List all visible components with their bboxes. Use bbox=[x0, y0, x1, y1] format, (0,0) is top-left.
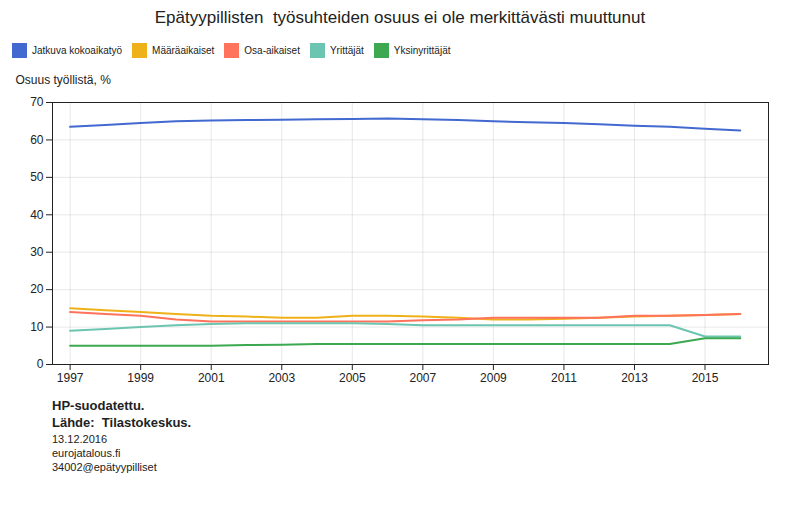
svg-text:2003: 2003 bbox=[268, 371, 295, 385]
html-text:Jatkuva kokoaikatyö: Jatkuva kokoaikatyö bbox=[32, 45, 123, 56]
svg-text:0: 0 bbox=[37, 357, 44, 371]
svg-text:2007: 2007 bbox=[409, 371, 436, 385]
html-text:HP-suodatettu.: HP-suodatettu. bbox=[52, 398, 145, 413]
svg-text:2011: 2011 bbox=[551, 371, 577, 385]
svg-text:1997: 1997 bbox=[57, 371, 84, 385]
svg-text:60: 60 bbox=[30, 133, 44, 147]
svg-text:Osuus työllistä, %: Osuus työllistä, % bbox=[16, 73, 112, 87]
html-text:13.12.2016: 13.12.2016 bbox=[52, 432, 108, 445]
svg-text:50: 50 bbox=[30, 170, 44, 184]
svg-text:1999: 1999 bbox=[127, 371, 154, 385]
html-text:eurojatalous.fi: eurojatalous.fi bbox=[52, 447, 121, 460]
svg-text:2013: 2013 bbox=[621, 371, 648, 385]
svg-text:2009: 2009 bbox=[480, 371, 507, 385]
svg-text:20: 20 bbox=[30, 282, 44, 296]
svg-text:2005: 2005 bbox=[339, 371, 366, 385]
html-text:Yrittäjät: Yrittäjät bbox=[329, 45, 364, 56]
html-text:Määräaikaiset: Määräaikaiset bbox=[152, 45, 215, 56]
html-text:34002@epätyypilliset: 34002@epätyypilliset bbox=[52, 461, 157, 474]
svg-text:70: 70 bbox=[30, 95, 44, 109]
svg-text:30: 30 bbox=[30, 245, 44, 259]
svg-text:2015: 2015 bbox=[692, 371, 719, 385]
html-text:Lähde: Tilastokeskus.: Lähde: Tilastokeskus. bbox=[52, 414, 192, 430]
html-text:Osa-aikaiset: Osa-aikaiset bbox=[244, 45, 300, 56]
html-text:Yksinyrittäjät: Yksinyrittäjät bbox=[393, 45, 451, 56]
svg-text:40: 40 bbox=[30, 208, 44, 222]
html-text:Epätyypillisten työsuhteiden o: Epätyypillisten työsuhteiden osuus ei ol… bbox=[154, 8, 646, 27]
svg-text:10: 10 bbox=[30, 320, 44, 334]
svg-text:2001: 2001 bbox=[198, 371, 225, 385]
